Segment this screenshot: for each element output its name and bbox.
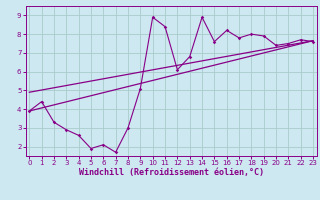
- X-axis label: Windchill (Refroidissement éolien,°C): Windchill (Refroidissement éolien,°C): [79, 168, 264, 177]
